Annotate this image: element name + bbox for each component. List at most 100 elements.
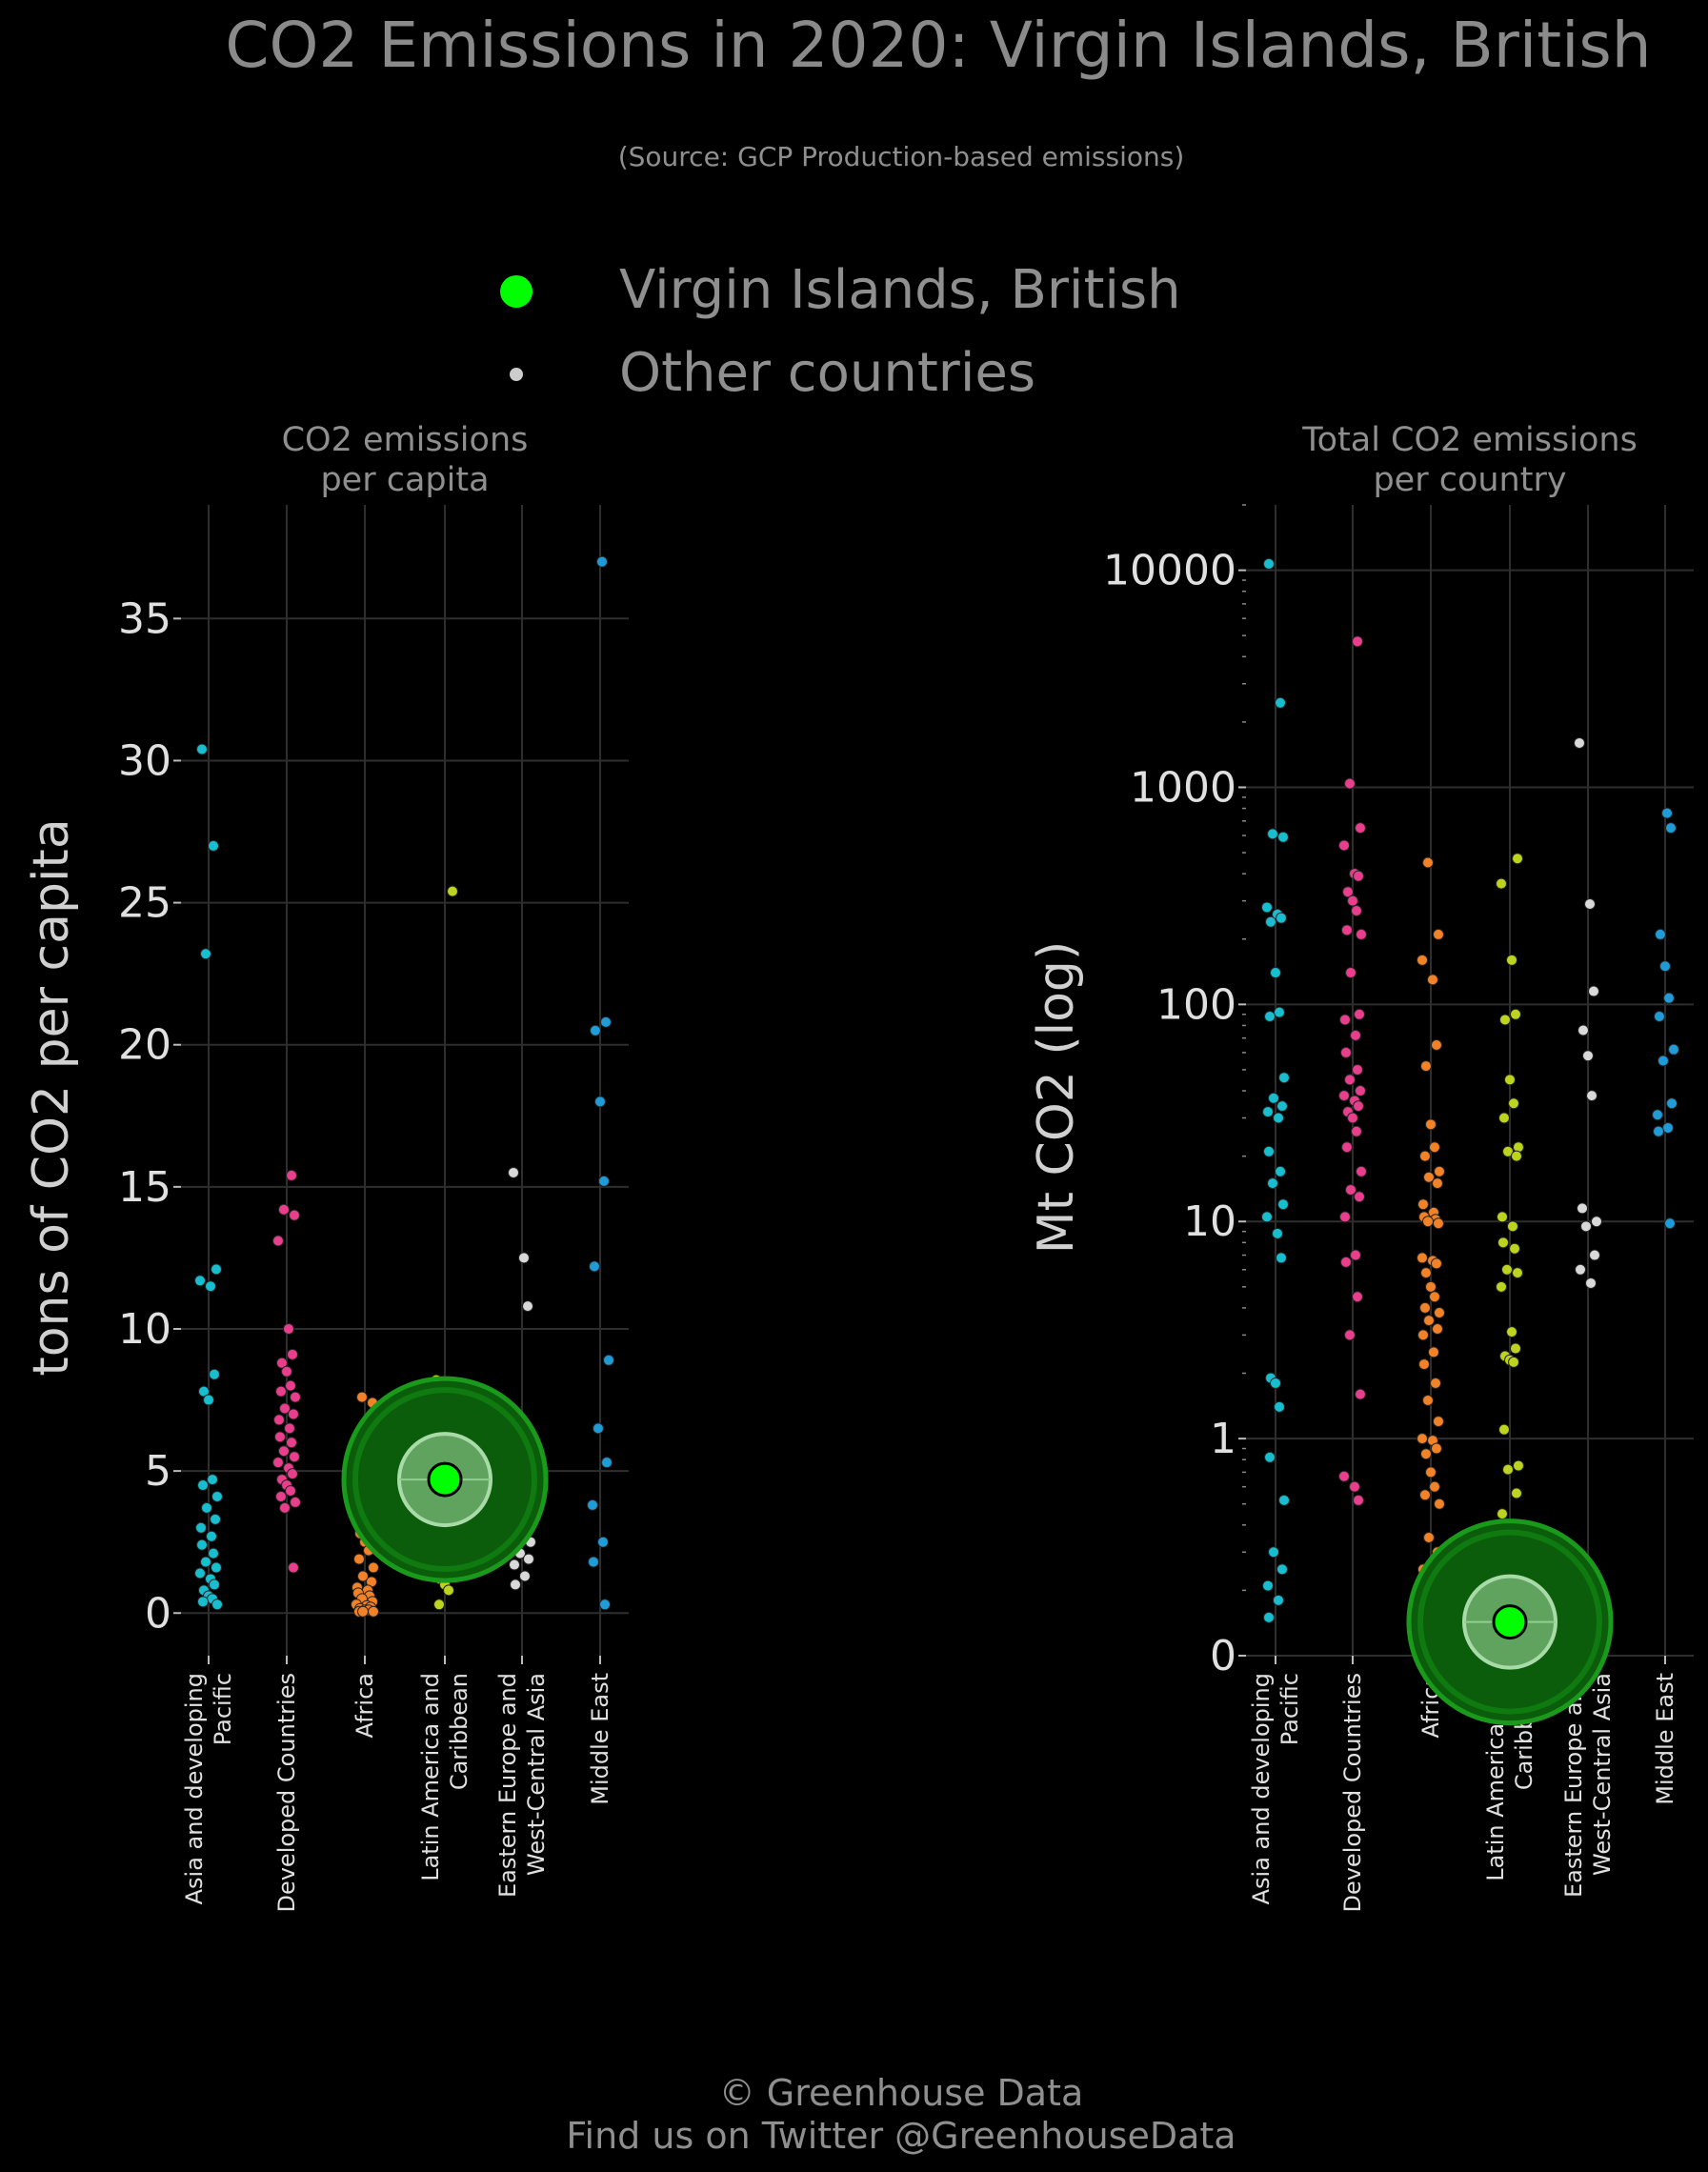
data-point	[285, 1379, 296, 1392]
panel-title-line: per country	[1373, 461, 1566, 499]
data-point	[1497, 1211, 1508, 1223]
data-point	[1433, 928, 1444, 940]
data-point	[523, 1553, 534, 1565]
data-point	[1338, 1470, 1350, 1482]
data-point	[1417, 1433, 1428, 1445]
data-point	[1262, 1106, 1274, 1118]
data-point	[1434, 1306, 1445, 1318]
data-point	[1261, 1211, 1273, 1223]
data-point	[1353, 1100, 1364, 1113]
data-point	[1655, 928, 1666, 940]
data-point	[1263, 1611, 1275, 1623]
data-point	[1277, 831, 1289, 843]
data-point	[1425, 1280, 1437, 1293]
data-point	[208, 1547, 219, 1559]
x-category-label: West-Central Asia	[523, 1673, 550, 1876]
data-point	[1351, 905, 1362, 917]
data-point	[1356, 1165, 1367, 1177]
legend-highlight-marker	[500, 275, 532, 308]
data-point	[209, 1368, 220, 1380]
data-point	[198, 1385, 210, 1398]
data-point	[196, 743, 208, 755]
data-point	[1433, 1416, 1444, 1428]
data-point	[368, 1605, 379, 1618]
data-point	[273, 1414, 285, 1426]
data-point	[1422, 856, 1434, 869]
data-point	[1270, 1377, 1281, 1389]
data-point	[1668, 1043, 1679, 1056]
data-point	[1498, 1112, 1510, 1124]
data-point	[518, 1252, 530, 1264]
data-point	[508, 1166, 519, 1178]
data-point	[356, 1391, 368, 1403]
data-point	[1350, 1029, 1361, 1041]
y-axis-label: Mt CO2 (log)	[1028, 941, 1085, 1254]
data-point	[1574, 736, 1585, 749]
data-point	[1666, 1097, 1678, 1110]
data-point	[1419, 1489, 1431, 1501]
data-point	[1263, 557, 1275, 570]
y-tick-label: 1000	[1130, 763, 1236, 812]
data-point	[1513, 1459, 1524, 1472]
data-point	[522, 1300, 533, 1313]
data-point	[1507, 1220, 1518, 1233]
highlight-halo-ring	[1417, 1529, 1602, 1715]
data-point	[1499, 1014, 1511, 1026]
data-point	[1356, 928, 1367, 940]
data-point	[205, 1280, 216, 1293]
data-point	[1511, 1150, 1522, 1162]
data-point	[272, 1457, 284, 1469]
x-category-label: Caribbean	[446, 1673, 472, 1790]
data-point	[1577, 1024, 1589, 1036]
data-point	[1506, 954, 1517, 966]
data-point	[1352, 1063, 1363, 1076]
data-point	[1262, 1579, 1274, 1592]
footer-copyright: © Greenhouse Data	[719, 2072, 1084, 2114]
data-point	[1496, 1280, 1507, 1293]
data-point	[368, 1561, 379, 1574]
data-point	[1496, 877, 1507, 890]
data-point	[519, 1570, 531, 1582]
data-point	[211, 1561, 222, 1574]
data-point	[1417, 1329, 1429, 1341]
y-tick-label: 25	[118, 879, 171, 928]
panel-title-line: CO2 emissions	[282, 421, 529, 459]
data-point	[1662, 1121, 1674, 1134]
data-point	[1275, 1165, 1286, 1177]
panel-title-line: Total CO2 emissions	[1301, 421, 1638, 459]
data-point	[209, 1579, 220, 1591]
y-axis-label: tons of CO2 per capita	[23, 818, 80, 1376]
data-point	[1354, 1008, 1365, 1020]
data-point	[510, 1579, 521, 1591]
data-point	[353, 1553, 365, 1565]
data-point	[598, 1175, 610, 1187]
data-point	[278, 1203, 290, 1216]
y-tick-label: 1	[1210, 1415, 1236, 1463]
chart-title: CO2 Emissions in 2020: Virgin Islands, B…	[225, 9, 1651, 82]
data-point	[1423, 1532, 1435, 1544]
data-point	[593, 1422, 604, 1435]
y-tick-label: 100	[1156, 980, 1236, 1029]
data-point	[433, 1599, 445, 1611]
data-point	[1278, 1494, 1290, 1506]
data-point	[1417, 954, 1428, 966]
data-point	[279, 1402, 291, 1415]
data-point	[1338, 839, 1350, 852]
data-point	[1497, 1508, 1508, 1520]
data-point	[1501, 1263, 1513, 1276]
data-point	[1434, 1165, 1445, 1177]
data-point	[1273, 1112, 1284, 1124]
data-point	[1272, 1227, 1283, 1239]
x-category-label: Eastern Europe and	[494, 1673, 521, 1898]
data-point	[1497, 1237, 1509, 1249]
data-point	[1268, 1546, 1279, 1559]
data-point	[211, 1263, 222, 1276]
data-point	[1659, 960, 1671, 973]
data-point	[443, 1584, 454, 1597]
data-point	[200, 948, 211, 960]
data-point	[1350, 1249, 1361, 1261]
data-point	[1506, 1326, 1517, 1338]
data-point	[1432, 1177, 1443, 1190]
